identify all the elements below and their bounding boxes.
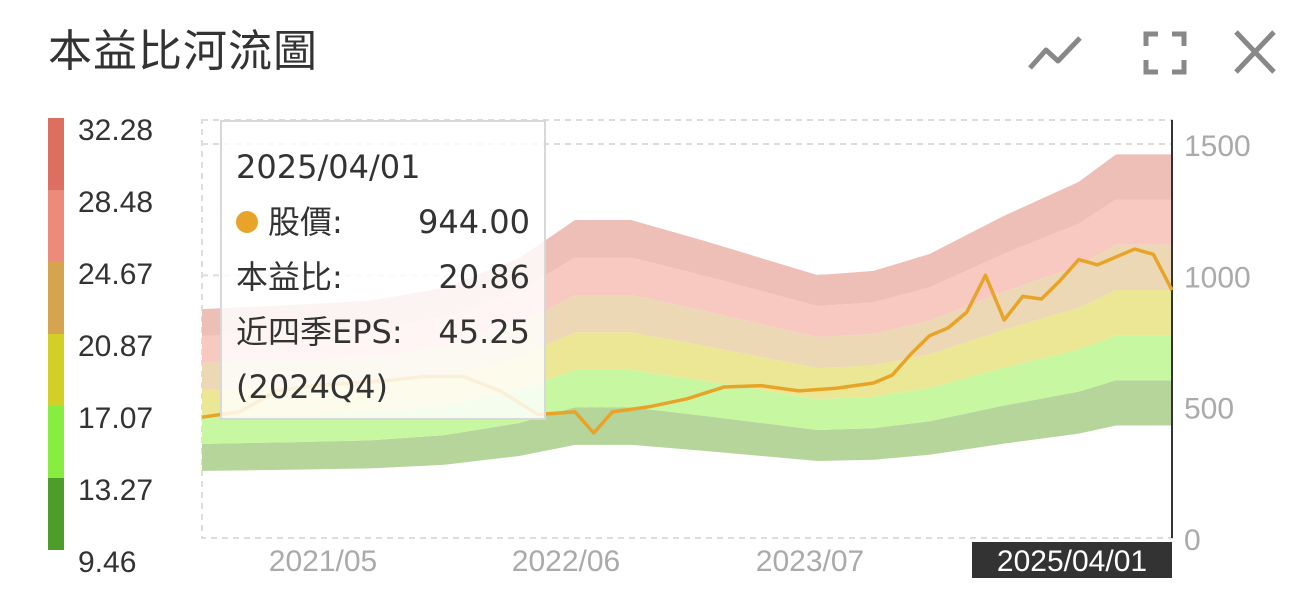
tooltip-pe-label: 本益比: — [236, 258, 343, 296]
tooltip-eps-period: (2024Q4) — [236, 368, 388, 406]
pe-legend-segment — [48, 406, 64, 478]
tooltip-pe-value: 20.86 — [438, 258, 530, 296]
pe-level-label: 13.27 — [78, 474, 153, 507]
pe-level-label: 24.67 — [78, 258, 153, 291]
fullscreen-icon[interactable] — [1138, 28, 1192, 78]
pe-legend-segment — [48, 190, 64, 262]
tooltip-price-value: 944.00 — [418, 203, 530, 241]
tooltip-eps-label: 近四季EPS: — [236, 313, 403, 351]
pe-level-label: 28.48 — [78, 186, 153, 219]
pe-level-label: 20.87 — [78, 330, 153, 363]
pe-level-label: 17.07 — [78, 402, 153, 435]
tooltip-eps-row: 近四季EPS: 45.25 — [236, 305, 530, 360]
pe-legend-segment — [48, 334, 64, 406]
page-title: 本益比河流圖 — [48, 26, 318, 77]
price-dot-icon — [236, 211, 258, 233]
tooltip-eps-value: 45.25 — [438, 313, 530, 351]
y-tick-label: 1000 — [1184, 261, 1251, 294]
x-highlight-box — [972, 542, 1172, 578]
pe-legend-segment — [48, 262, 64, 334]
line-chart-icon[interactable] — [1028, 28, 1082, 78]
pe-level-label: 32.28 — [78, 114, 153, 147]
pe-legend-segment — [48, 478, 64, 550]
y-tick-label: 1500 — [1184, 130, 1251, 163]
close-icon[interactable] — [1228, 28, 1282, 78]
pe-legend-segment — [48, 118, 64, 190]
x-highlight-label: 2025/04/01 — [997, 545, 1147, 578]
tooltip-pe-row: 本益比: 20.86 — [236, 250, 530, 305]
tooltip-price-label: 股價: — [268, 203, 343, 241]
tooltip-date: 2025/04/01 — [236, 148, 421, 186]
pe-band-0 — [202, 380, 1172, 471]
y-tick-label: 0 — [1184, 524, 1201, 557]
tooltip-panel: 2025/04/01 股價: 944.00 本益比: 20.86 近四季EPS:… — [220, 120, 546, 420]
x-tick-label: 2023/07 — [756, 545, 864, 578]
y-tick-label: 500 — [1184, 393, 1234, 426]
x-tick-label: 2022/06 — [512, 545, 620, 578]
pe-level-label: 9.46 — [78, 546, 136, 579]
tooltip-price-row: 股價: 944.00 — [236, 195, 530, 250]
x-tick-label: 2021/05 — [269, 545, 377, 578]
